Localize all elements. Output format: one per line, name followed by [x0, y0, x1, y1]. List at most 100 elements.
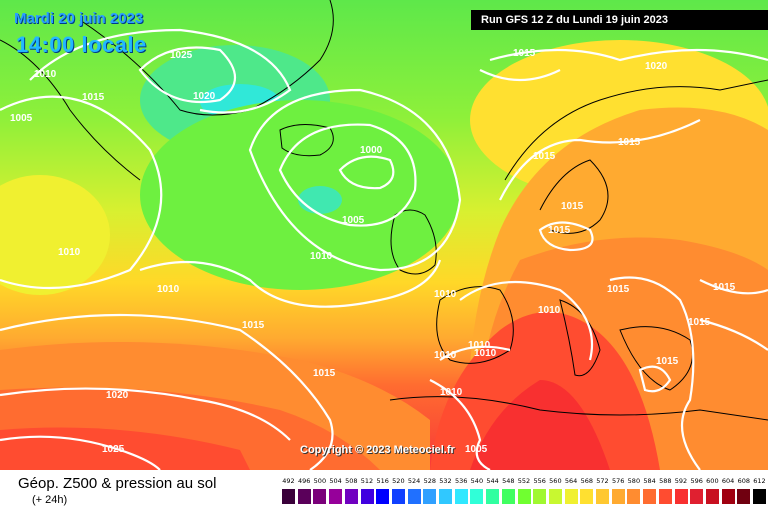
isobar-label: 1010 — [157, 284, 180, 295]
legend-swatch — [658, 489, 672, 504]
z500-ridge-core — [470, 380, 610, 470]
legend-label: 612 — [753, 477, 766, 485]
legend-label: 552 — [517, 477, 531, 485]
isobar-1025-south — [0, 435, 161, 470]
legend-label: 584 — [643, 477, 656, 485]
isobar-label: 1015 — [82, 92, 105, 103]
isobar-label: 1015 — [561, 201, 584, 212]
balkans-coast — [619, 326, 693, 391]
legend-label: 548 — [502, 477, 515, 485]
isobar-1015-east — [609, 276, 701, 470]
legend-swatch — [344, 489, 358, 504]
isobar-1000-low — [338, 155, 395, 190]
legend-swatch — [596, 489, 609, 504]
legend-swatch — [486, 489, 500, 504]
valid-date: Mardi 20 juin 2023 — [14, 10, 144, 27]
legend-swatch — [674, 489, 688, 504]
isobar-label: 1010 — [310, 251, 333, 262]
isobar-label: 1020 — [645, 61, 668, 72]
legend-label: 532 — [439, 477, 452, 485]
legend-swatch — [643, 489, 657, 504]
legend-swatch — [454, 489, 468, 504]
isobar-label: 1005 — [465, 444, 488, 455]
isobar-label: 1025 — [170, 50, 193, 61]
legend-swatch — [611, 489, 625, 504]
legend-swatch — [501, 489, 515, 504]
isobar-label: 1000 — [360, 145, 383, 156]
legend-swatch — [407, 489, 421, 504]
isobar-1015-far-east — [699, 279, 768, 351]
isobar-1015-baltic — [538, 221, 594, 252]
legend-label: 576 — [611, 477, 625, 485]
legend-label: 540 — [470, 477, 484, 485]
isobar-label: 1010 — [434, 289, 457, 300]
isobar-label: 1015 — [513, 48, 536, 59]
isobar-1010-south — [139, 259, 442, 308]
footer-bar: Géop. Z500 & pression au sol (+ 24h) 492… — [0, 470, 768, 512]
legend-swatch — [533, 489, 547, 504]
legend-swatch — [439, 489, 452, 504]
legend-label: 592 — [674, 477, 688, 485]
legend-label: 512 — [360, 477, 374, 485]
isobar-1015-west — [0, 95, 163, 290]
legend-swatch — [548, 489, 562, 504]
legend-label: 608 — [737, 477, 750, 485]
isobar-1005-africa — [429, 379, 491, 470]
isobar-1015-north — [479, 69, 701, 201]
z500-area-west — [0, 175, 110, 295]
isobar-1015-south — [0, 313, 334, 470]
isobar-label: 1015 — [618, 137, 641, 148]
z500-trough-core — [298, 186, 342, 214]
legend-label: 568 — [580, 477, 593, 485]
legend-label: 572 — [596, 477, 609, 485]
legend-swatch — [690, 489, 704, 504]
isobar-label: 1015 — [533, 151, 556, 162]
isobar-label: 1015 — [548, 225, 571, 236]
legend-label: 580 — [627, 477, 641, 485]
legend-swatch — [297, 489, 311, 504]
legend-label: 544 — [486, 477, 499, 485]
map-svg: 1025 1020 1015 1010 1005 1000 1020 1015 … — [0, 0, 768, 470]
chart-subtitle: (+ 24h) — [32, 494, 68, 506]
legend-label: 600 — [706, 477, 719, 485]
isobar-label: 1010 — [538, 305, 561, 316]
legend-label: 556 — [533, 477, 546, 485]
isobar-1015-balkans — [638, 365, 672, 393]
isobar-label: 1010 — [34, 69, 57, 80]
isobar-label: 1015 — [607, 284, 630, 295]
britain-coast — [390, 209, 437, 275]
isobar-label: 1015 — [713, 282, 736, 293]
chart-title: Géop. Z500 & pression au sol — [18, 475, 217, 492]
run-info: Run GFS 12 Z du Lundi 19 juin 2023 — [471, 10, 768, 30]
legend-label: 516 — [376, 477, 389, 485]
isobar-1010-europe — [439, 280, 594, 361]
legend-swatch — [753, 489, 766, 504]
isobar-label: 1015 — [656, 356, 679, 367]
valid-time: 14:00 locale — [16, 32, 147, 57]
legend-swatch — [376, 489, 390, 504]
legend-swatch — [627, 489, 641, 504]
legend-swatch — [705, 489, 719, 504]
legend-label: 564 — [564, 477, 578, 485]
legend-swatch — [580, 489, 594, 504]
weather-map: 1025 1020 1015 1010 1005 1000 1020 1015 … — [0, 0, 768, 470]
scandinavia-coast — [504, 79, 768, 234]
legend-swatch — [391, 489, 405, 504]
legend-swatch — [313, 489, 327, 504]
coastlines — [0, 0, 768, 421]
legend-swatch — [423, 489, 437, 504]
legend-swatch — [329, 489, 343, 504]
isobar-label: 1010 — [58, 247, 81, 258]
isobar-1020-greenland — [29, 28, 292, 114]
isobar-label: 1015 — [313, 368, 336, 379]
legend-label: 588 — [659, 477, 672, 485]
isobar-1020-north — [489, 48, 768, 62]
isobar-label: 1015 — [242, 320, 265, 331]
isobars — [0, 28, 768, 470]
isobar-1025-greenland — [138, 46, 236, 104]
legend-swatch — [282, 489, 295, 504]
legend-label: 508 — [345, 477, 358, 485]
isobar-label: 1005 — [10, 113, 33, 124]
legend-label: 500 — [313, 477, 327, 485]
isobar-label: 1010 — [440, 387, 463, 398]
